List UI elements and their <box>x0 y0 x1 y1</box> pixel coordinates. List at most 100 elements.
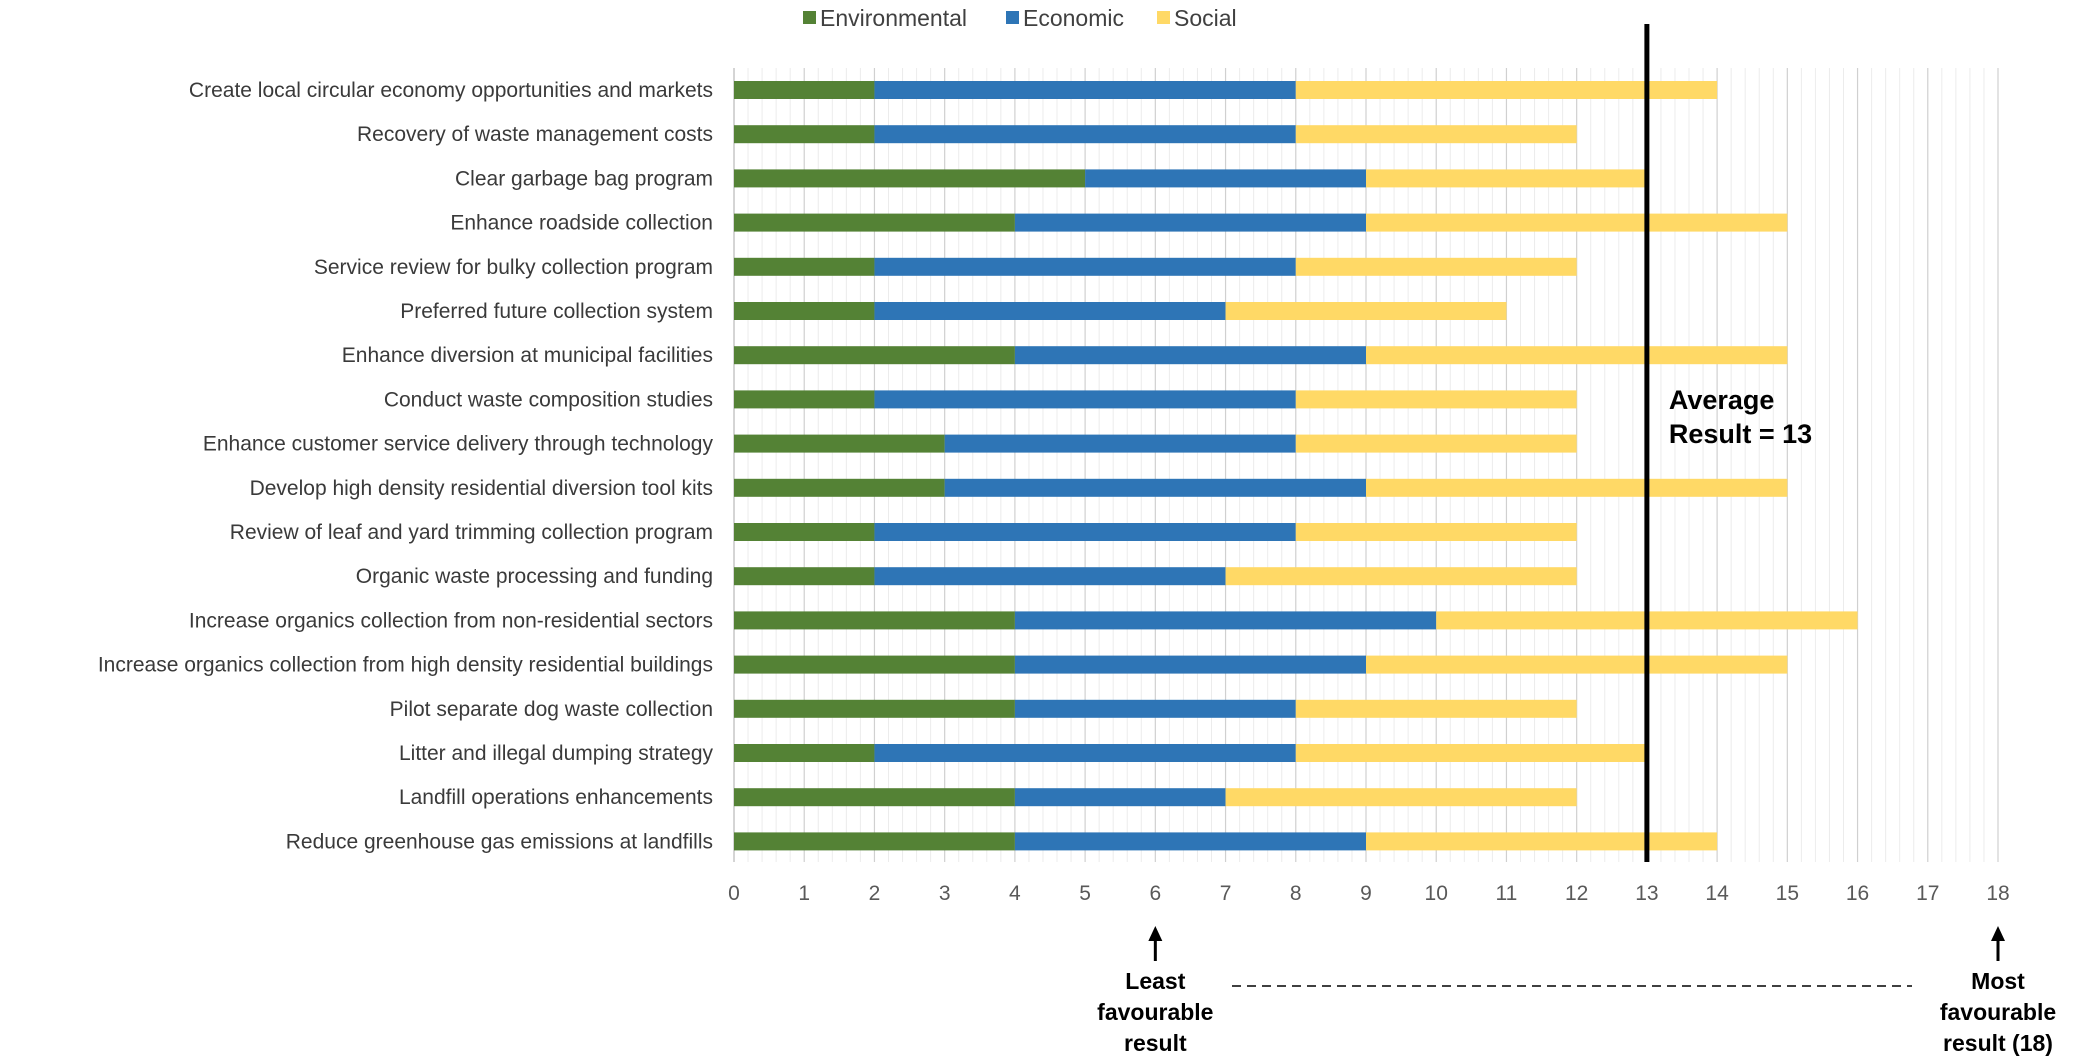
bar-environmental <box>734 302 875 320</box>
bar-environmental <box>734 125 875 144</box>
bar-environmental <box>734 257 875 276</box>
bar-social <box>1225 567 1577 586</box>
bar-economic <box>1014 346 1366 365</box>
category-label: Service review for bulky collection prog… <box>314 256 713 279</box>
bar-environmental <box>734 611 1015 630</box>
bar-economic <box>1014 832 1366 851</box>
category-label: Create local circular economy opportunit… <box>189 79 713 102</box>
bar-social <box>1295 125 1577 144</box>
x-tick-label: 0 <box>728 882 740 905</box>
x-tick-label: 12 <box>1565 882 1588 905</box>
bar-social <box>1366 655 1788 674</box>
bar-environmental <box>734 744 875 762</box>
legend-label-social: Social <box>1174 5 1237 31</box>
bar-environmental <box>734 655 1015 674</box>
bar-economic <box>874 125 1296 144</box>
legend-swatch-economic <box>1006 11 1019 24</box>
x-tick-label: 9 <box>1360 882 1372 905</box>
legend-label-economic: Economic <box>1023 5 1124 31</box>
bar-economic <box>1014 699 1296 718</box>
bar-economic <box>1014 213 1366 232</box>
least-favourable-label-line: result <box>1124 1030 1187 1056</box>
average-label-line2: Result = 13 <box>1669 419 1812 449</box>
category-label: Enhance roadside collection <box>450 212 713 235</box>
bar-economic <box>1014 611 1437 630</box>
bar-social <box>1295 434 1577 453</box>
category-label: Landfill operations enhancements <box>399 786 713 809</box>
bar-environmental <box>734 567 875 586</box>
x-tick-label: 1 <box>798 882 810 905</box>
category-label: Conduct waste composition studies <box>384 388 713 411</box>
bar-environmental <box>734 346 1015 365</box>
bar-economic <box>874 390 1296 409</box>
x-tick-label: 11 <box>1496 882 1518 905</box>
bar-economic <box>874 567 1226 586</box>
least-favourable-label-line: favourable <box>1097 999 1213 1025</box>
bar-social <box>1295 699 1577 718</box>
category-label: Clear garbage bag program <box>455 167 713 190</box>
category-label: Reduce greenhouse gas emissions at landf… <box>286 830 713 853</box>
average-label-line1: Average <box>1669 385 1775 415</box>
x-tick-label: 2 <box>869 882 881 905</box>
bar-social <box>1225 302 1507 320</box>
bar-economic <box>944 478 1366 497</box>
bars <box>734 81 1858 851</box>
bar-social <box>1366 832 1718 851</box>
bar-social <box>1295 523 1577 541</box>
x-tick-label: 15 <box>1776 882 1799 905</box>
bar-economic <box>1014 788 1226 807</box>
favourability-annotations: Least favourable result Most favourable resul… <box>1097 926 2056 1056</box>
category-label: Develop high density residential diversi… <box>250 477 713 500</box>
bar-social <box>1366 346 1788 365</box>
bar-social <box>1366 169 1647 188</box>
x-tick-label: 14 <box>1705 882 1729 905</box>
bar-economic <box>874 523 1296 541</box>
bar-social <box>1225 788 1577 807</box>
bar-economic <box>1085 169 1366 188</box>
x-tick-label: 5 <box>1079 882 1091 905</box>
least-favourable-label-line: Least <box>1125 968 1185 994</box>
bar-environmental <box>734 788 1015 807</box>
category-label: Preferred future collection system <box>400 300 713 323</box>
x-tick-label: 18 <box>1986 882 2009 905</box>
category-label: Pilot separate dog waste collection <box>390 698 713 721</box>
most-favourable-arrow-head <box>1991 926 2005 941</box>
x-tick-label: 13 <box>1635 882 1658 905</box>
bar-environmental <box>734 699 1015 718</box>
category-label: Litter and illegal dumping strategy <box>399 742 714 765</box>
most-favourable-label-line: Most <box>1971 968 2025 994</box>
legend: Environmental Economic Social <box>803 5 1237 31</box>
category-label: Enhance customer service delivery throug… <box>203 433 714 456</box>
bar-environmental <box>734 390 875 409</box>
bar-economic <box>874 302 1226 320</box>
category-label: Enhance diversion at municipal facilitie… <box>342 344 713 367</box>
category-label: Organic waste processing and funding <box>356 565 713 588</box>
legend-swatch-social <box>1157 11 1170 24</box>
x-axis-ticks: 0 1 2 3 4 5 6 7 8 9 10 11 12 13 14 15 16 17 18 <box>728 882 2010 905</box>
category-label: Recovery of waste management costs <box>357 123 713 146</box>
x-tick-label: 10 <box>1425 882 1448 905</box>
bar-economic <box>944 434 1296 453</box>
legend-label-environmental: Environmental <box>820 5 967 31</box>
category-label: Increase organics collection from non-re… <box>189 609 713 632</box>
most-favourable-label-line: favourable <box>1940 999 2056 1025</box>
x-tick-label: 16 <box>1846 882 1869 905</box>
bar-environmental <box>734 213 1015 232</box>
least-favourable-arrow-head <box>1148 926 1163 941</box>
bar-environmental <box>734 832 1015 851</box>
bar-economic <box>874 257 1296 276</box>
bar-environmental <box>734 478 945 497</box>
bar-social <box>1295 744 1647 762</box>
x-tick-label: 7 <box>1220 882 1232 905</box>
x-tick-label: 3 <box>939 882 951 905</box>
bar-economic <box>1014 655 1366 674</box>
bar-economic <box>874 744 1296 762</box>
bar-social <box>1295 257 1577 276</box>
category-labels: Create local circular economy opportunit… <box>98 79 714 853</box>
bar-economic <box>874 81 1296 99</box>
x-tick-label: 6 <box>1149 882 1161 905</box>
category-label: Increase organics collection from high d… <box>98 654 713 677</box>
bar-environmental <box>734 434 945 453</box>
x-tick-label: 8 <box>1290 882 1302 905</box>
